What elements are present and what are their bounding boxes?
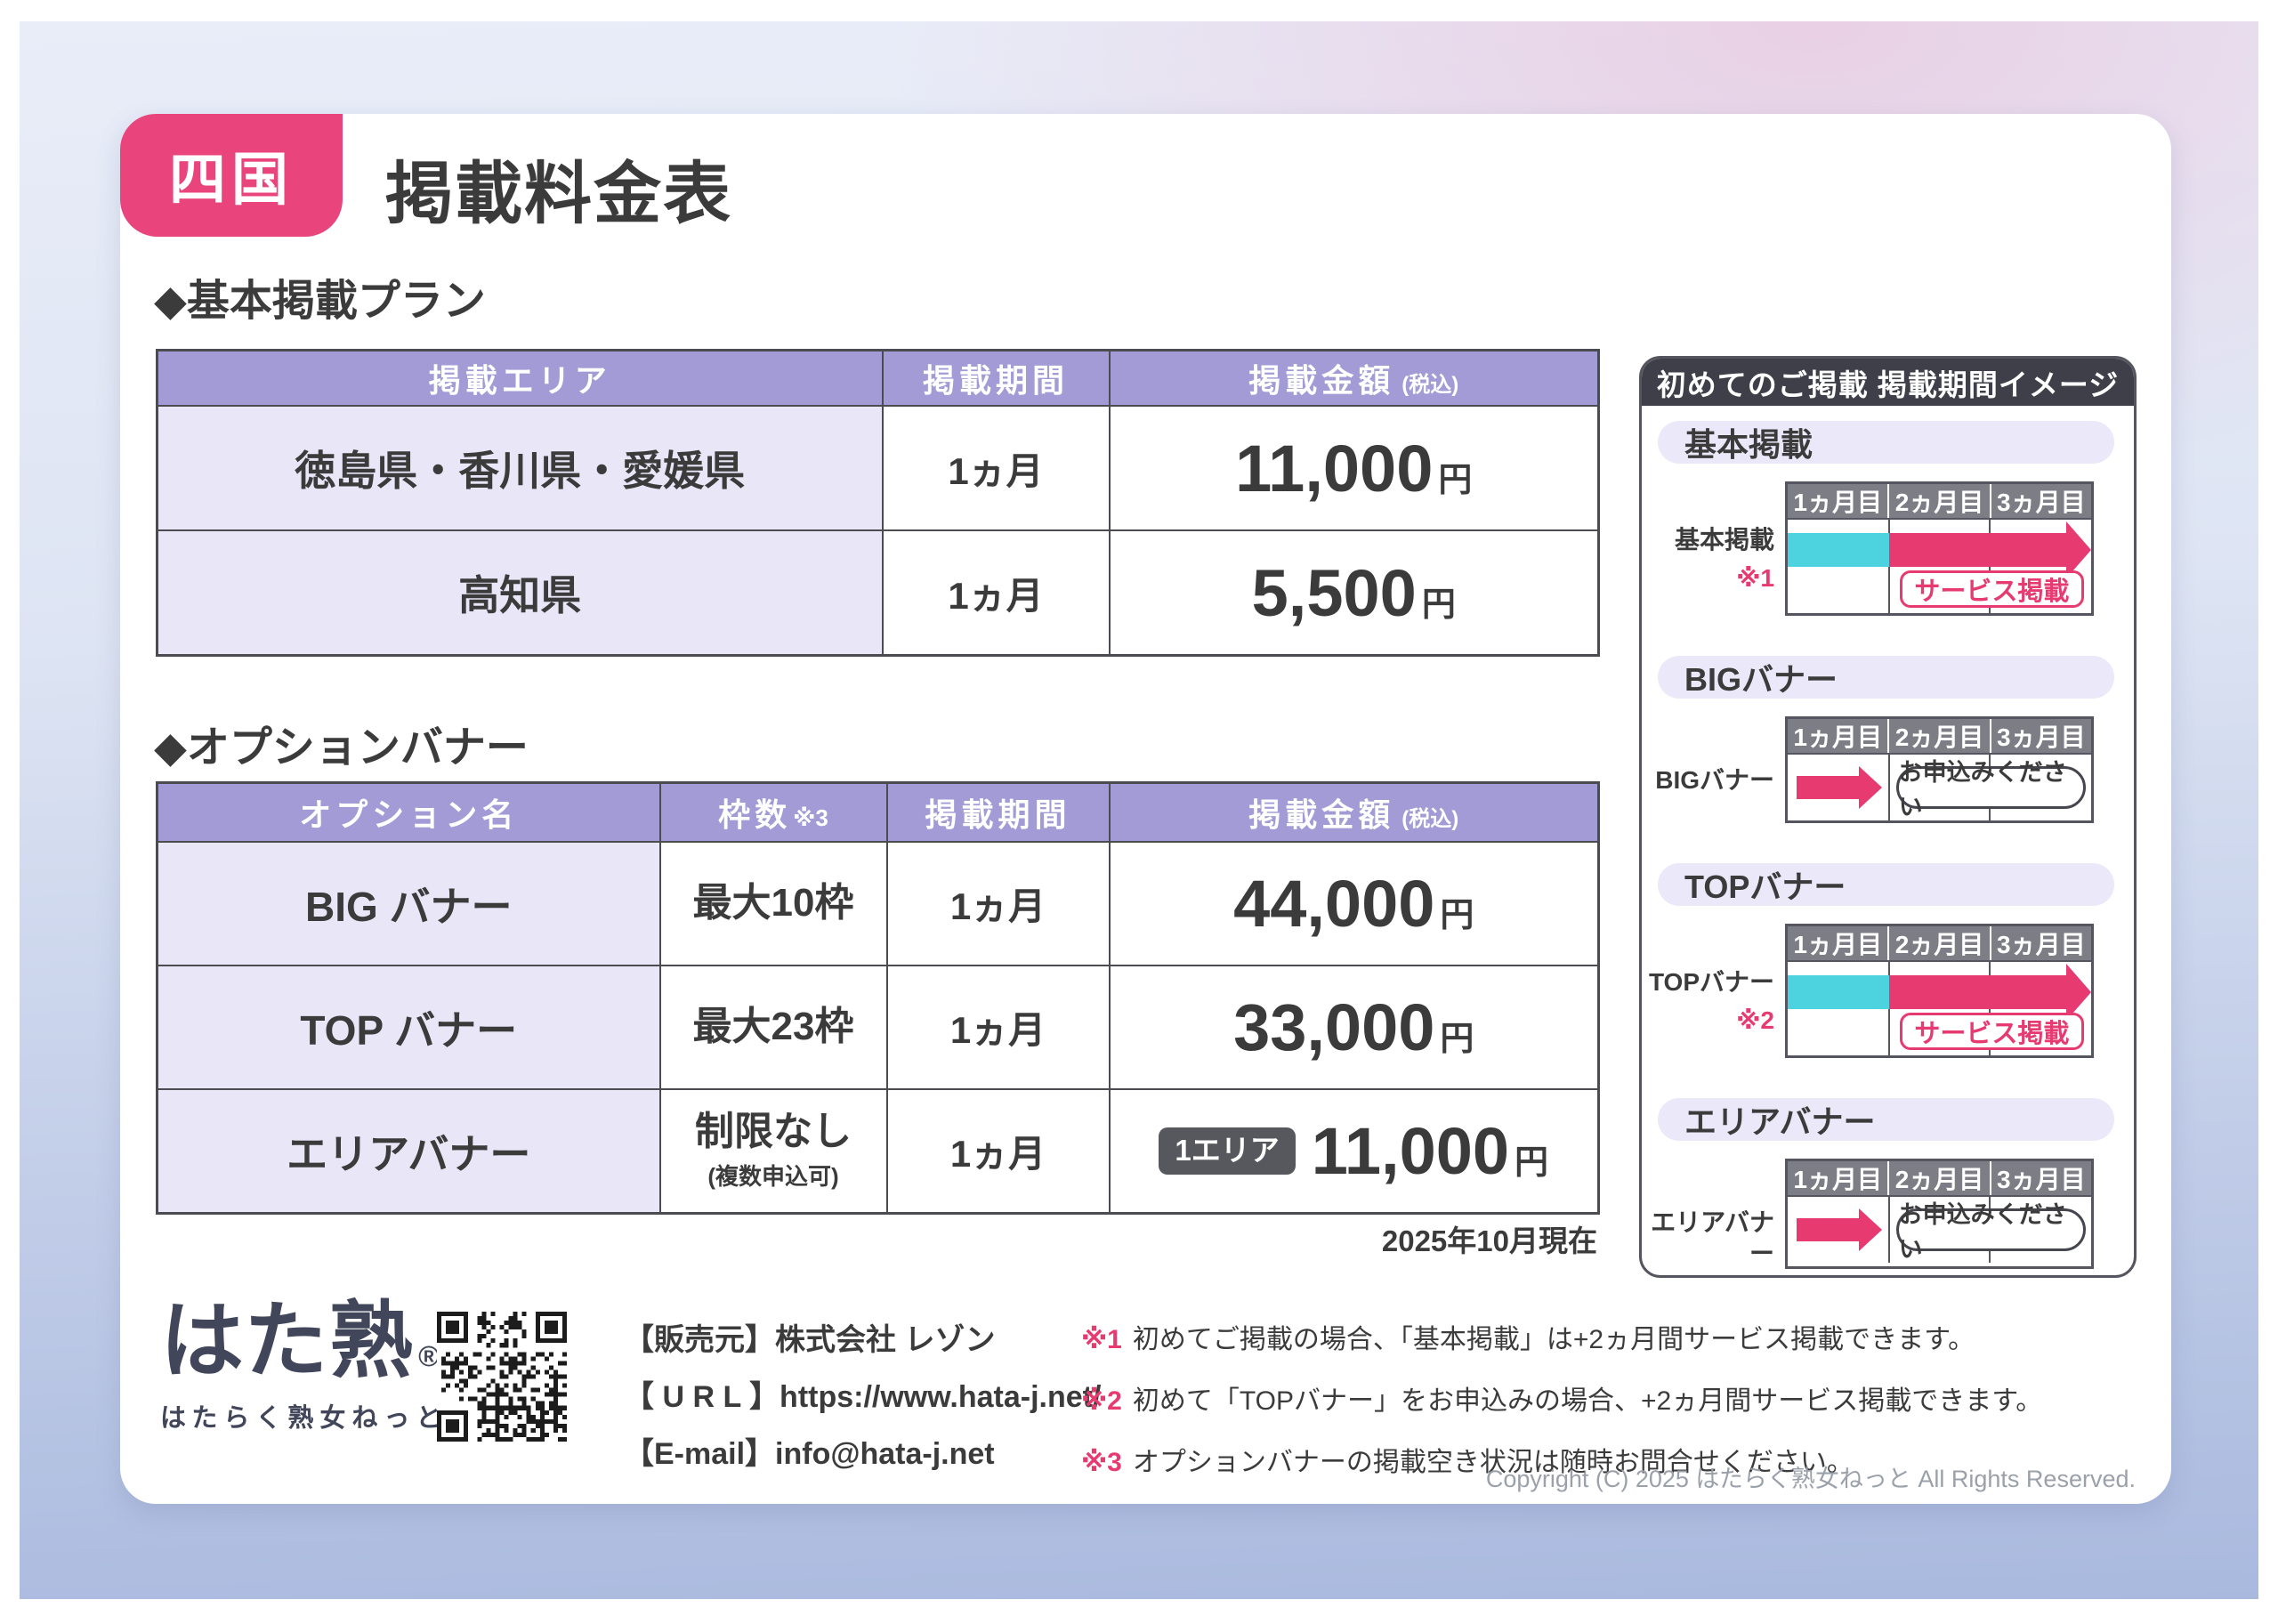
price-cell: 1エリア 11,000 円: [1108, 1088, 1600, 1215]
apply-label: お申込みください: [1895, 759, 2086, 820]
timeline-chart: 1ヵ月目 2ヵ月目 3ヵ月目 お申込みください: [1785, 716, 2094, 823]
timeline-months: 1ヵ月目 2ヵ月目 3ヵ月目: [1788, 719, 2091, 755]
footnotes: ※1 初めてご掲載の場合、「基本掲載」は+2ヵ月間サービス掲載できます。 ※2 初め…: [1081, 1317, 2042, 1501]
timeline-row-label: TOPバナー ※2: [1642, 924, 1785, 1058]
period-cell: 1ヵ月: [881, 529, 1111, 657]
table-row: BIG バナー 最大10枠 1ヵ月 44,000 円: [156, 841, 1600, 966]
region-badge: 四国: [120, 114, 343, 237]
url-line: 【 U R L 】https://www.hata-j.net/: [624, 1380, 1102, 1414]
arrow-head-icon: [2066, 964, 2091, 1021]
publisher-line: 【販売元】株式会社 レゾン: [624, 1323, 996, 1357]
page-title: 掲載料金表: [385, 157, 732, 232]
basic-plan-table: 掲載エリア 掲載期間 掲載金額 (税込) 徳島県・香川県・愛媛県 1ヵ月 11,0…: [156, 349, 1600, 657]
timeline-chart: 1ヵ月目 2ヵ月目 3ヵ月目 サービス掲載: [1785, 924, 2094, 1058]
timeline-row-label: BIGバナー: [1655, 766, 1774, 794]
logo-subtitle: はたらく熟女ねっと: [160, 1404, 448, 1433]
timeline-section-top-banner: TOPバナー TOPバナー ※2 1ヵ月目 2ヵ月目 3ヵ月目: [1642, 863, 2134, 1058]
qr-code: [437, 1312, 567, 1442]
timeline-chart: 1ヵ月目 2ヵ月目 3ヵ月目 お申込みください: [1785, 1159, 2094, 1269]
timeline-heading: 基本掲載: [1658, 421, 2114, 464]
paid-period-arrow: [1797, 1218, 1859, 1241]
footnote-3: ※3 オプションバナーの掲載空き状況は随時お問合せください。: [1081, 1448, 1854, 1477]
paid-period-arrow: [1797, 776, 1859, 799]
note-reference: ※2: [1736, 1006, 1774, 1034]
header-period: 掲載期間: [881, 349, 1111, 407]
email-link[interactable]: info@hata-j.net: [775, 1437, 995, 1471]
note-reference: ※1: [1736, 564, 1774, 592]
arrow-head-icon: [2066, 521, 2091, 578]
slots-cell: 制限なし (複数申込可): [658, 1088, 888, 1215]
table-row: TOP バナー 最大23枠 1ヵ月 33,000 円: [156, 965, 1600, 1090]
header-period: 掲載期間: [885, 781, 1111, 843]
table-row: 高知県 1ヵ月 5,500 円: [156, 529, 1600, 657]
slots-cell: 最大10枠: [658, 841, 888, 966]
option-name-cell: エリアバナー: [156, 1088, 661, 1215]
region-badge-label: 四国: [169, 148, 294, 212]
service-period-arrow: [1888, 975, 2070, 1009]
footnote-1: ※1 初めてご掲載の場合、「基本掲載」は+2ヵ月間サービス掲載できます。: [1081, 1325, 1975, 1354]
price-cell: 33,000 円: [1108, 965, 1600, 1090]
price-sheet-card: 四国 掲載料金表 ◆基本掲載プラン 掲載エリア 掲載期間 掲載金額 (税込) 徳島…: [120, 114, 2171, 1504]
contact-info: 【販売元】株式会社 レゾン 【 U R L 】https://www.hata-…: [624, 1315, 1101, 1486]
service-period-label: サービス掲載: [1899, 570, 2084, 608]
timeline-months: 1ヵ月目 2ヵ月目 3ヵ月目: [1788, 1161, 2091, 1197]
panel-title: 初めてのご掲載 掲載期間イメージ: [1642, 359, 2134, 406]
paid-period-bar: [1788, 533, 1889, 567]
price-cell: 5,500 円: [1108, 529, 1600, 657]
period-cell: 1ヵ月: [885, 1088, 1111, 1215]
footnote-2: ※2 初めて「TOPバナー」をお申込みの場合、+2ヵ月間サービス掲載できます。: [1081, 1386, 2043, 1416]
timeline-section-basic: 基本掲載 基本掲載 ※1 1ヵ月目 2ヵ月目 3ヵ月目: [1642, 421, 2134, 616]
timeline-months: 1ヵ月目 2ヵ月目 3ヵ月目: [1788, 926, 2091, 962]
option-name-cell: BIG バナー: [156, 841, 661, 966]
basic-plan-heading: ◆基本掲載プラン: [154, 278, 486, 325]
timeline-months: 1ヵ月目 2ヵ月目 3ヵ月目: [1788, 484, 2091, 520]
per-area-badge: 1エリア: [1159, 1127, 1296, 1175]
as-of-date: 2025年10月現在: [1381, 1224, 1597, 1257]
url-link[interactable]: https://www.hata-j.net/: [780, 1380, 1102, 1414]
arrow-head-icon: [1859, 1208, 1882, 1251]
column-divider: [1887, 755, 1890, 820]
service-period-arrow: [1888, 533, 2070, 567]
timeline-chart: 1ヵ月目 2ヵ月目 3ヵ月目 サービス掲載: [1785, 481, 2094, 616]
period-cell: 1ヵ月: [885, 841, 1111, 966]
email-line: 【E-mail】info@hata-j.net: [624, 1437, 995, 1471]
timeline-heading: エリアバナー: [1658, 1098, 2114, 1141]
column-divider: [1887, 1197, 1890, 1263]
header-area: 掲載エリア: [156, 349, 884, 407]
timeline-section-area-banner: エリアバナー エリアバナー 1ヵ月目 2ヵ月目 3ヵ月目: [1642, 1098, 2134, 1269]
timeline-heading: BIGバナー: [1658, 656, 2114, 699]
area-cell: 高知県: [156, 529, 884, 657]
table-header-row: 掲載エリア 掲載期間 掲載金額 (税込): [156, 349, 1600, 407]
table-header-row: オプション名 枠数※3 掲載期間 掲載金額 (税込): [156, 781, 1600, 843]
header-slots: 枠数※3: [658, 781, 888, 843]
header-price: 掲載金額 (税込): [1108, 781, 1600, 843]
slots-cell: 最大23枠: [658, 965, 888, 1090]
price-cell: 44,000 円: [1108, 841, 1600, 966]
period-cell: 1ヵ月: [881, 405, 1111, 531]
option-banner-table: オプション名 枠数※3 掲載期間 掲載金額 (税込) BIG バナー 最大10枠 …: [156, 781, 1600, 1215]
timeline-heading: TOPバナー: [1658, 863, 2114, 906]
timeline-section-big-banner: BIGバナー BIGバナー 1ヵ月目 2ヵ月目 3ヵ月目: [1642, 656, 2134, 823]
copyright-text: Copyright (C) 2025 はたらく熟女ねっと All Rights …: [1485, 1466, 2136, 1492]
arrow-head-icon: [1859, 766, 1882, 809]
period-cell: 1ヵ月: [885, 965, 1111, 1090]
header-option-name: オプション名: [156, 781, 661, 843]
apply-label: お申込みください: [1895, 1201, 2086, 1263]
timeline-row-label: 基本掲載 ※1: [1642, 481, 1785, 616]
table-row: 徳島県・香川県・愛媛県 1ヵ月 11,000 円: [156, 405, 1600, 531]
hata-juku-logo: はた熟 ® はたらく熟女ねっと: [160, 1294, 448, 1434]
option-banner-heading: ◆オプションバナー: [154, 724, 529, 772]
table-row: エリアバナー 制限なし (複数申込可) 1ヵ月 1エリア 11,000 円: [156, 1088, 1600, 1215]
first-time-timeline-panel: 初めてのご掲載 掲載期間イメージ 基本掲載 基本掲載 ※1 1ヵ月目 2ヵ月目 3ヵ…: [1639, 356, 2137, 1278]
area-cell: 徳島県・香川県・愛媛県: [156, 405, 884, 531]
service-period-label: サービス掲載: [1899, 1013, 2084, 1050]
timeline-row-label: エリアバナー: [1651, 1208, 1774, 1267]
paid-period-bar: [1788, 975, 1889, 1009]
registered-mark-icon: ®: [418, 1340, 441, 1372]
header-price: 掲載金額 (税込): [1108, 349, 1600, 407]
price-cell: 11,000 円: [1108, 405, 1600, 531]
option-name-cell: TOP バナー: [156, 965, 661, 1090]
